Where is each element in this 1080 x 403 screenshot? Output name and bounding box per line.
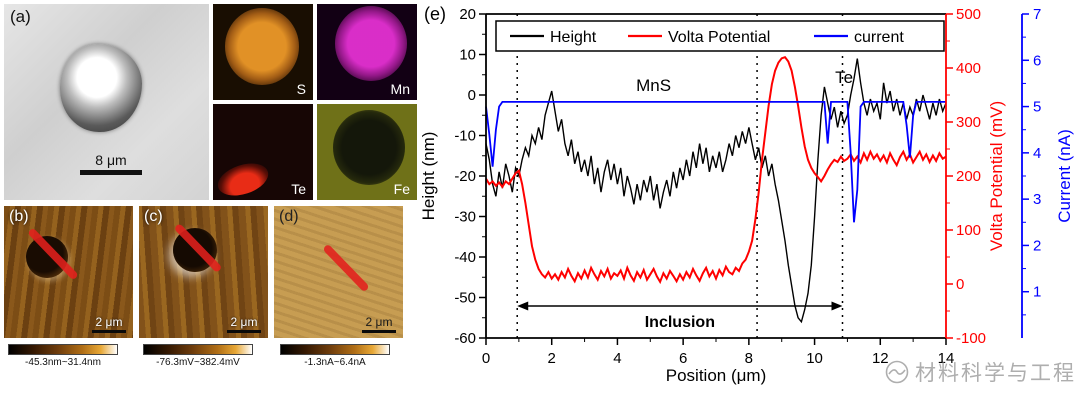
series-height [485, 58, 947, 324]
x-tick-label: 8 [745, 350, 753, 367]
scalebar-d-text: 2 μm [365, 315, 393, 329]
x-tick-label: 6 [679, 350, 687, 367]
series-current [485, 101, 946, 223]
x-tick-label: 4 [613, 350, 621, 367]
colorbar-b-range: -45.3nm~31.4nm [25, 357, 101, 368]
te-label: Te [835, 68, 853, 87]
scalebar-a-text: 8 μm [95, 152, 127, 168]
panel-d-scanline [322, 243, 370, 293]
colorbar-c-range: -76.3mV~382.4mV [156, 357, 240, 368]
volta-tick-label: 0 [956, 276, 964, 293]
current-tick-label: 7 [1033, 6, 1041, 23]
height-tick-label: -40 [454, 249, 476, 266]
current-tick-label: 4 [1033, 145, 1041, 162]
colorbar-d-gradient [280, 344, 390, 355]
series-volta-potential [485, 56, 947, 285]
scalebar-b-bar [92, 330, 126, 333]
legend-label: Height [550, 29, 597, 46]
watermark-logo [885, 360, 909, 384]
eds-map-grid: S Mn Te Fe [213, 4, 417, 200]
x-tick-label: 10 [806, 350, 823, 367]
panel-c-label: (c) [144, 208, 163, 225]
arrowhead-right [831, 301, 843, 311]
eds-label-fe: Fe [393, 181, 410, 197]
te-signal-blob [213, 158, 273, 200]
legend-label: current [854, 29, 904, 46]
height-tick-label: -30 [454, 209, 476, 226]
mns-label: MnS [636, 76, 671, 95]
x-axis-title: Position (μm) [666, 366, 766, 385]
scalebar-c-bar [227, 330, 261, 333]
eds-map-s: S [213, 4, 313, 100]
s-signal-blob [225, 7, 299, 85]
height-tick-label: -50 [454, 290, 476, 307]
height-tick-label: 10 [459, 47, 476, 64]
height-tick-label: -20 [454, 168, 476, 185]
eds-label-te: Te [291, 181, 306, 197]
scalebar-b: 2 μm [92, 315, 126, 333]
volta-tick-label: 200 [956, 168, 981, 185]
colorbar-d-range: -1.3nA~6.4nA [304, 357, 366, 368]
eds-map-te: Te [213, 104, 313, 200]
panel-a-sem: (a) 8 μm [4, 4, 209, 200]
volta-axis-title: Volta Potential (mV) [987, 101, 1006, 251]
watermark: 材料科学与工程 [884, 357, 1076, 387]
eds-label-s: S [296, 81, 306, 97]
height-axis-title: Height (nm) [419, 132, 438, 221]
current-tick-label: 6 [1033, 52, 1041, 69]
volta-tick-label: 100 [956, 222, 981, 239]
x-tick-label: 12 [872, 350, 889, 367]
x-tick-label: 14 [938, 350, 955, 367]
height-tick-label: -10 [454, 128, 476, 145]
mn-signal-blob [335, 5, 407, 81]
scalebar-a-bar [80, 170, 142, 175]
volta-tick-label: 400 [956, 60, 981, 77]
eds-label-mn: Mn [390, 81, 410, 97]
current-tick-label: 5 [1033, 99, 1041, 116]
volta-tick-label: 300 [956, 114, 981, 131]
colorbar-c-gradient [143, 344, 253, 355]
x-tick-label: 0 [482, 350, 490, 367]
height-tick-label: -60 [454, 330, 476, 347]
legend-box [495, 20, 945, 52]
colorbar-b-gradient [8, 344, 118, 355]
panel-e-chart: (e) Inclusion MnS Te 0 2 4 6 8 10 12 14 20 10 0 -10 -20… [418, 0, 1080, 403]
panel-d-label: (d) [279, 208, 299, 225]
colorbar-b: -45.3nm~31.4nm [8, 344, 118, 368]
panel-b-afm-height: (b) 2 μm [4, 206, 133, 338]
volta-tick-label: 500 [956, 6, 981, 23]
current-tick-label: 2 [1033, 237, 1041, 254]
height-tick-label: 0 [468, 87, 476, 104]
volta-tick-label: -100 [956, 330, 986, 347]
arrowhead-left [517, 301, 529, 311]
panel-d-current-map: (d) 2 μm [274, 206, 403, 338]
scalebar-c-text: 2 μm [230, 315, 258, 329]
legend-label: Volta Potential [668, 29, 770, 46]
scalebar-d: 2 μm [362, 315, 396, 333]
inclusion-particle [60, 44, 142, 132]
scalebar-d-bar [362, 330, 396, 333]
colorbar-d: -1.3nA~6.4nA [280, 344, 390, 368]
height-tick-label: 20 [459, 6, 476, 23]
scalebar-c: 2 μm [227, 315, 261, 333]
scalebar-b-text: 2 μm [95, 315, 123, 329]
watermark-text: 材料科学与工程 [915, 362, 1076, 385]
panel-a-label: (a) [10, 7, 31, 26]
current-axis-title: Current (nA) [1055, 129, 1074, 223]
colorbar-c: -76.3mV~382.4mV [143, 344, 253, 368]
current-tick-label: 3 [1033, 191, 1041, 208]
panel-c-volta-map: (c) 2 μm [139, 206, 268, 338]
panel-e-label: (e) [424, 4, 446, 24]
panel-b-label: (b) [9, 208, 29, 225]
fe-signal-blob [333, 109, 405, 185]
current-tick-label: 1 [1033, 284, 1041, 301]
inclusion-label: Inclusion [645, 314, 715, 331]
x-tick-label: 2 [548, 350, 556, 367]
eds-map-mn: Mn [317, 4, 417, 100]
scalebar-a: 8 μm [74, 152, 148, 175]
eds-map-fe: Fe [317, 104, 417, 200]
